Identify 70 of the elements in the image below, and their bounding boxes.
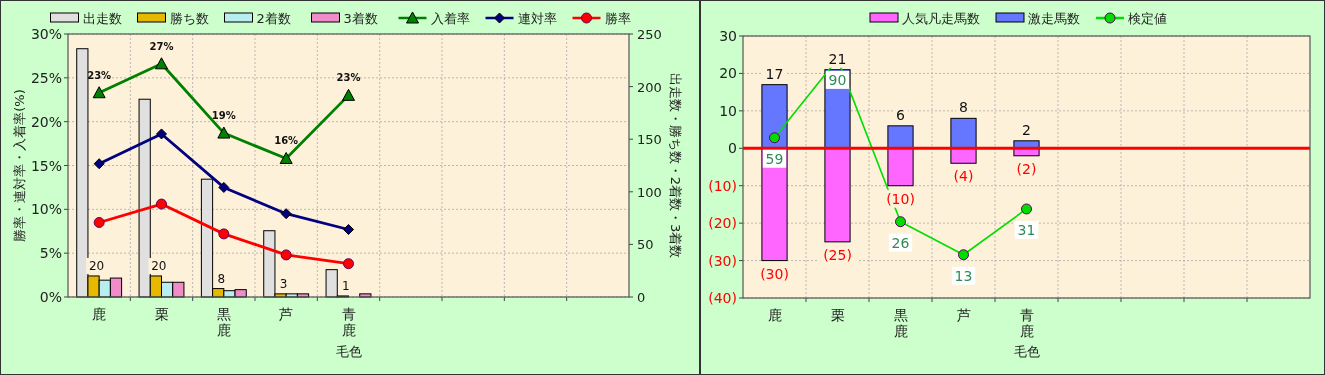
data-label: 26 <box>891 234 910 251</box>
data-label: 13 <box>954 267 973 284</box>
y-tick-label: (20) <box>708 215 737 232</box>
y-tick-label: 15% <box>30 157 62 174</box>
data-label: (10) <box>886 190 915 207</box>
x-tick-label: 鹿 <box>92 306 107 322</box>
x-axis-title: 毛色 <box>1013 344 1040 359</box>
x-axis-title: 毛色 <box>335 344 362 359</box>
data-label: 3 <box>279 276 288 291</box>
x-tick-label: 栗 <box>830 307 845 323</box>
data-label: 17 <box>765 65 784 82</box>
legend-label: 勝率 <box>604 11 631 26</box>
legend-label: 2着数 <box>256 11 291 26</box>
y-tick-label: (30) <box>708 252 737 269</box>
y2-tick-label: 100 <box>637 184 662 200</box>
legend-label: 検定値 <box>1128 11 1167 26</box>
y-tick-label: (10) <box>708 177 737 194</box>
y2-tick-label: 200 <box>637 79 662 95</box>
data-label: 31 <box>1017 221 1036 238</box>
y2-tick-label: 0 <box>637 290 646 305</box>
y-tick-label: 0 <box>728 140 737 157</box>
x-tick-label: 黒鹿 <box>216 306 231 338</box>
y-tick-label: 10% <box>30 201 62 218</box>
data-label: 2 <box>1022 121 1031 138</box>
legend-label: 勝ち数 <box>169 11 209 26</box>
data-label: 59 <box>765 150 784 167</box>
data-label: 8 <box>217 271 226 286</box>
data-label: (25) <box>823 246 852 263</box>
y2-tick-label: 250 <box>637 27 662 42</box>
data-label: 23% <box>87 69 112 81</box>
legend-label: 3着数 <box>343 11 378 26</box>
data-label: 1 <box>342 278 350 293</box>
y-axis-title: 勝率・連対率・入着率(%) <box>12 89 27 242</box>
y-tick-label: 0% <box>39 289 62 305</box>
y-tick-label: 20 <box>719 65 737 82</box>
x-tick-label: 芦 <box>956 307 971 323</box>
legend-label: 入着率 <box>430 11 470 26</box>
x-tick-label: 青鹿 <box>1019 307 1034 339</box>
y-tick-label: 30% <box>30 26 62 42</box>
y2-axis-title: 出走数・勝ち数・2着数・3着数 <box>668 72 683 259</box>
data-label: (4) <box>953 168 974 185</box>
y-tick-label: (40) <box>708 290 737 306</box>
y2-tick-label: 50 <box>637 237 654 253</box>
data-label: 8 <box>959 99 968 116</box>
legend-label: 人気凡走馬数 <box>902 11 980 26</box>
y-tick-label: 30 <box>719 28 737 44</box>
y-tick-label: 10 <box>719 102 737 119</box>
data-label: 20 <box>88 258 105 273</box>
y-tick-label: 5% <box>39 245 62 262</box>
data-label: 16% <box>274 135 299 147</box>
data-label: (30) <box>760 265 789 282</box>
data-label: 27% <box>149 40 174 52</box>
data-label: 19% <box>211 110 236 122</box>
x-tick-label: 黒鹿 <box>893 307 908 339</box>
data-label: 6 <box>896 106 906 123</box>
legend-label: 出走数 <box>82 11 122 26</box>
legend-label: 連対率 <box>517 11 557 26</box>
x-tick-label: 栗 <box>154 306 169 322</box>
data-label: 21 <box>828 50 847 67</box>
y2-tick-label: 150 <box>637 132 662 148</box>
data-label: 90 <box>828 71 847 88</box>
data-label: (2) <box>1016 160 1037 177</box>
x-tick-label: 鹿 <box>767 307 782 323</box>
y-tick-label: 20% <box>30 113 62 130</box>
data-label: 20 <box>151 258 167 273</box>
legend-label: 激走馬数 <box>1028 11 1080 26</box>
data-label: 23% <box>336 72 361 84</box>
x-tick-label: 芦 <box>279 306 294 322</box>
y-tick-label: 25% <box>30 69 62 86</box>
x-tick-label: 青鹿 <box>341 306 356 338</box>
